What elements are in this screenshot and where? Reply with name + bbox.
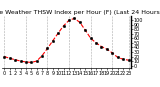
Title: Milwaukee Weather THSW Index per Hour (F) (Last 24 Hours): Milwaukee Weather THSW Index per Hour (F… (0, 10, 160, 15)
